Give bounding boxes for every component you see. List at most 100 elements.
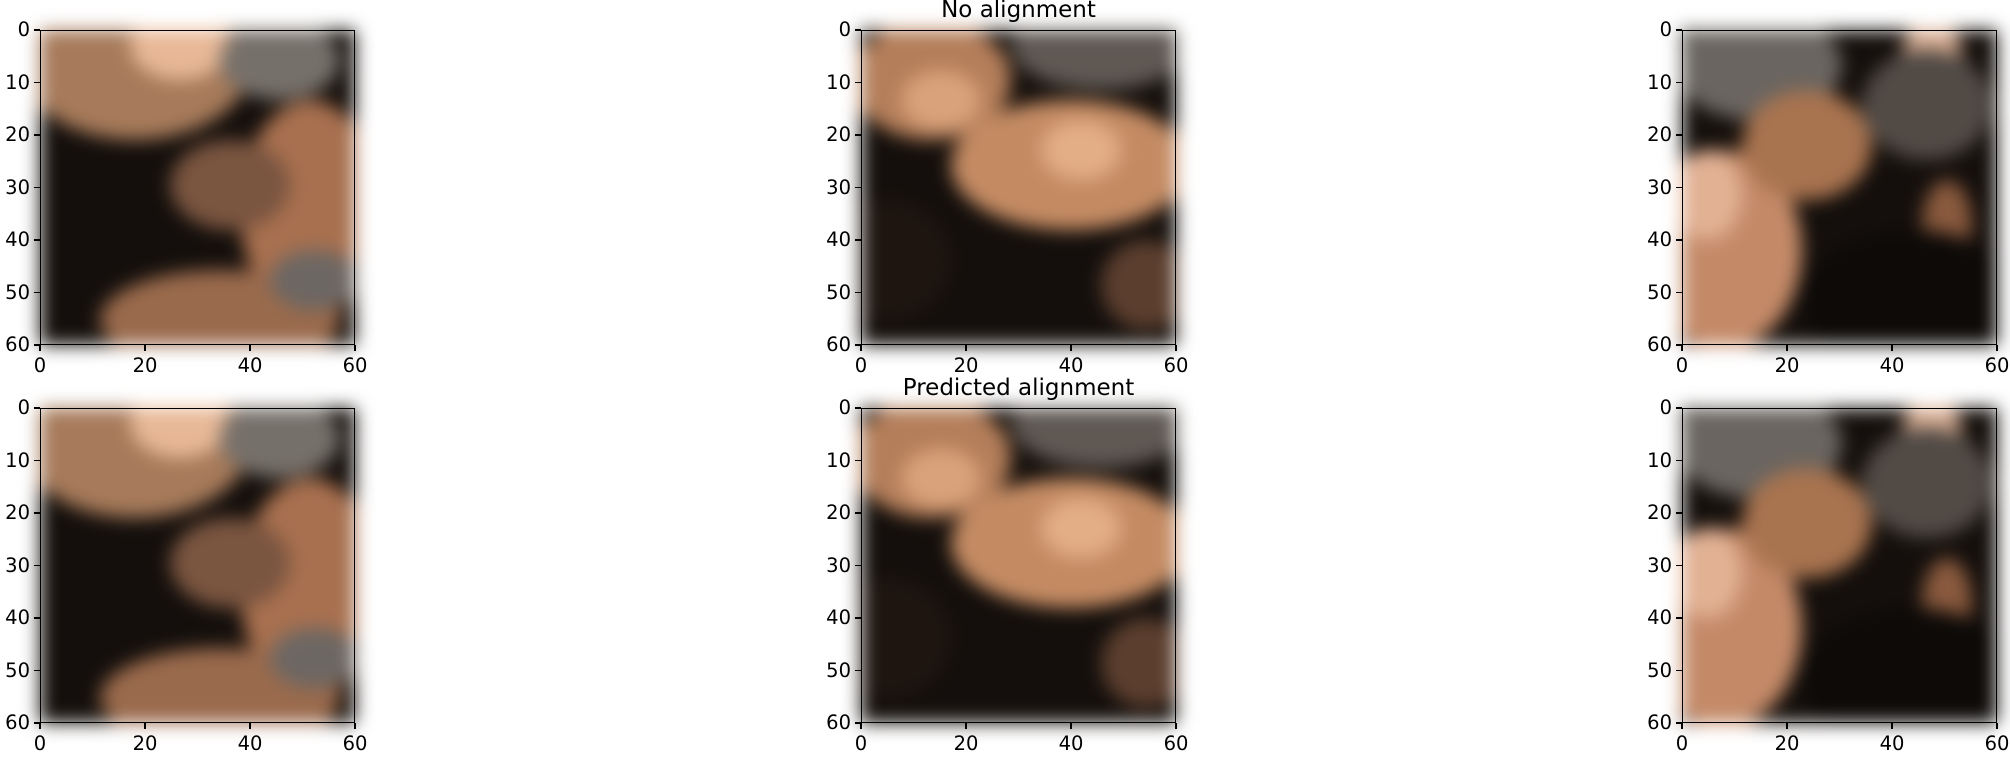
x-tick-mark (39, 723, 41, 729)
y-tick-label: 40 (5, 228, 30, 251)
y-tick-label: 60 (5, 333, 30, 356)
y-tick-mark (34, 134, 40, 136)
y-tick-label: 0 (1659, 396, 1672, 419)
x-tick-label: 20 (132, 732, 158, 755)
y-tick-mark (855, 29, 861, 31)
y-tick-label: 10 (1647, 70, 1672, 94)
y-tick-mark (1676, 617, 1682, 619)
y-tick-mark (34, 239, 40, 241)
x-tick-label: 0 (1675, 732, 1689, 755)
axes-frame (861, 408, 1176, 723)
y-tick-mark (855, 564, 861, 567)
x-tick-label: 0 (33, 354, 47, 377)
x-tick-label: 40 (1058, 354, 1084, 377)
y-tick-label: 30 (1647, 175, 1672, 199)
x-tick-label: 20 (1774, 732, 1800, 755)
panel-title: Predicted alignment (902, 375, 1135, 401)
y-tick-mark (34, 291, 40, 294)
y-tick-label: 10 (5, 448, 30, 472)
x-tick-mark (1175, 345, 1177, 351)
x-tick-mark (1070, 723, 1072, 729)
panel-title: No alignment (941, 0, 1096, 23)
axes-frame (861, 30, 1176, 345)
x-tick-mark (1996, 723, 1998, 729)
panel-image (861, 30, 1176, 345)
y-tick-mark (34, 459, 40, 462)
y-tick-mark (1676, 459, 1682, 462)
y-tick-label: 20 (1647, 501, 1672, 524)
x-tick-label: 0 (33, 732, 47, 755)
x-tick-label: 0 (854, 354, 868, 377)
x-tick-label: 40 (1058, 732, 1084, 755)
x-tick-label: 60 (1163, 354, 1189, 377)
x-tick-label: 20 (132, 354, 158, 377)
y-tick-mark (855, 407, 861, 409)
y-tick-mark (34, 81, 40, 84)
y-tick-mark (855, 512, 861, 514)
y-tick-mark (34, 669, 40, 672)
panel-image (861, 408, 1176, 723)
x-tick-label: 60 (1163, 732, 1189, 755)
y-tick-label: 50 (1647, 658, 1672, 682)
y-tick-mark (1676, 344, 1682, 346)
y-tick-mark (855, 291, 861, 294)
image-panel-r0-c0: 0 10 20 30 40 50 60 0 20 40 60 (5, 18, 367, 377)
image-panel-r0-c1: 0 10 20 30 40 50 60 0 20 40 60 No alignment (826, 0, 1188, 377)
y-tick-mark (1676, 134, 1682, 136)
x-tick-mark (1681, 345, 1683, 351)
y-tick-mark (855, 459, 861, 462)
x-tick-mark (860, 723, 862, 729)
y-tick-label: 40 (826, 228, 851, 251)
x-tick-label: 0 (854, 732, 868, 755)
x-tick-label: 40 (1879, 732, 1905, 755)
y-tick-label: 30 (826, 175, 851, 199)
x-tick-label: 60 (1984, 354, 2010, 377)
x-tick-mark (144, 723, 146, 729)
y-tick-label: 50 (826, 280, 851, 304)
y-tick-mark (34, 29, 40, 31)
panel-image (40, 30, 355, 345)
y-tick-label: 20 (1647, 123, 1672, 146)
y-tick-label: 60 (826, 711, 851, 734)
image-panel-r1-c0: 0 10 20 30 40 50 60 0 20 40 60 (5, 396, 367, 755)
y-tick-mark (855, 344, 861, 346)
y-tick-label: 10 (826, 448, 851, 472)
y-tick-mark (855, 81, 861, 84)
y-tick-mark (34, 186, 40, 189)
y-tick-mark (855, 186, 861, 189)
y-tick-label: 30 (1647, 553, 1672, 577)
y-tick-label: 30 (826, 553, 851, 577)
x-tick-mark (1786, 723, 1788, 729)
y-tick-mark (34, 344, 40, 346)
axes-frame (1682, 408, 1997, 723)
x-tick-label: 20 (953, 354, 979, 377)
x-tick-label: 40 (237, 354, 263, 377)
x-tick-label: 40 (1879, 354, 1905, 377)
x-tick-mark (39, 345, 41, 351)
y-tick-label: 0 (838, 396, 851, 419)
y-tick-mark (1676, 291, 1682, 294)
y-tick-label: 20 (5, 123, 30, 146)
y-tick-mark (855, 617, 861, 619)
y-tick-mark (855, 669, 861, 672)
y-tick-mark (855, 134, 861, 136)
y-tick-label: 60 (1647, 711, 1672, 734)
image-panel-r1-c2: 0 10 20 30 40 50 60 0 20 40 60 (1647, 396, 2009, 755)
y-tick-mark (1676, 186, 1682, 189)
image-panel-r0-c2: 0 10 20 30 40 50 60 0 20 40 60 (1647, 18, 2009, 377)
y-tick-label: 20 (826, 123, 851, 146)
x-tick-mark (1786, 345, 1788, 351)
x-tick-label: 0 (1675, 354, 1689, 377)
y-tick-label: 30 (5, 553, 30, 577)
y-tick-mark (34, 512, 40, 514)
y-tick-label: 20 (826, 501, 851, 524)
y-tick-mark (1676, 512, 1682, 514)
y-tick-label: 0 (17, 396, 30, 419)
axes-frame (40, 30, 355, 345)
y-tick-mark (1676, 722, 1682, 724)
y-tick-mark (1676, 407, 1682, 409)
x-tick-mark (1175, 723, 1177, 729)
image-panel-r1-c1: 0 10 20 30 40 50 60 0 20 40 60 Predicted alignment (826, 375, 1188, 755)
y-tick-mark (1676, 669, 1682, 672)
x-tick-mark (144, 345, 146, 351)
